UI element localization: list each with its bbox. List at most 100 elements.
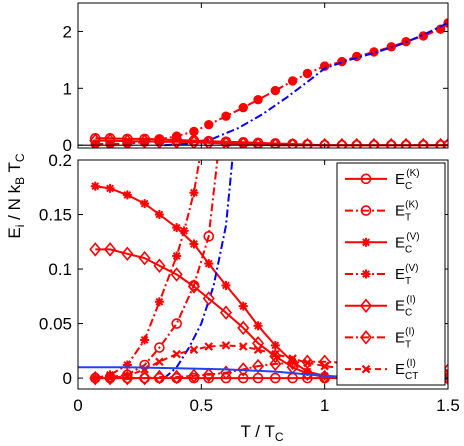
bottom-series-0-point xyxy=(90,181,100,191)
legend-entry-label: ET(V) xyxy=(395,263,418,287)
bottom-ytick-label: 0.05 xyxy=(39,315,72,334)
bottom-series-0-point xyxy=(221,280,231,290)
bottom-series-6-point xyxy=(253,345,263,355)
bottom-series-7-point xyxy=(104,372,116,384)
bottom-ytick-label: 0.15 xyxy=(39,206,72,225)
bottom-series-7-point xyxy=(203,372,215,384)
legend-marker xyxy=(360,173,372,185)
top-panel-plot-area xyxy=(78,18,448,148)
top-series-3-point xyxy=(202,135,215,148)
bottom-series-0-point xyxy=(189,239,199,249)
bottom-series-0-point xyxy=(154,210,164,220)
bottom-series-6-point xyxy=(155,357,164,367)
bottom-series-1-point xyxy=(172,251,182,261)
bottom-ytick-label: 0.2 xyxy=(48,151,72,170)
bottom-series-1-line xyxy=(95,160,201,380)
bottom-ytick-label: 0 xyxy=(63,369,72,388)
bottom-series-3-line xyxy=(163,160,234,379)
bottom-series-5-point xyxy=(318,354,331,369)
bottom-series-1-point xyxy=(179,226,189,236)
legend-marker xyxy=(361,364,371,374)
bottom-series-6-point xyxy=(189,345,199,355)
legend-marker xyxy=(361,237,371,247)
bottom-series-6-point xyxy=(443,368,448,377)
top-series-3-point xyxy=(441,137,448,148)
bottom-series-2-point xyxy=(154,342,165,353)
bottom-series-2-point xyxy=(203,231,215,242)
top-series-0-point xyxy=(238,102,248,113)
bottom-series-4-point xyxy=(138,250,151,266)
bottom-series-4-point xyxy=(237,320,250,336)
top-series-3-point xyxy=(187,135,200,148)
bottom-series-7-point xyxy=(319,372,330,384)
bottom-series-0-point xyxy=(140,199,150,209)
bottom-series-7-point xyxy=(139,372,150,384)
bottom-series-6-point xyxy=(204,342,214,351)
bottom-series-0-point xyxy=(172,223,182,233)
legend-marker xyxy=(359,330,373,345)
legend-entry-label: ET(I) xyxy=(395,326,415,350)
bottom-series-4-point xyxy=(170,267,183,282)
bottom-series-7-point xyxy=(237,372,249,384)
bottom-series-7-point xyxy=(154,372,165,384)
legend-entry-label: EC(I) xyxy=(395,295,416,319)
top-ytick-label: 2 xyxy=(63,22,72,41)
top-series-3-point xyxy=(417,137,430,148)
y-axis-label: Ei / N kB TC xyxy=(5,153,27,239)
top-ytick-label: 0 xyxy=(63,136,72,155)
top-series-3-point xyxy=(219,136,233,148)
legend-entry-label: EC(V) xyxy=(395,231,420,255)
top-series-3-point xyxy=(252,137,265,148)
bottom-series-7-point xyxy=(122,372,133,384)
top-series-0-point xyxy=(270,85,281,96)
bottom-series-5-point xyxy=(237,362,250,377)
x-axis-label: T / TC xyxy=(241,422,284,444)
bottom-series-0-point xyxy=(238,301,248,311)
bottom-series-0-point xyxy=(270,340,280,350)
bottom-series-2-point xyxy=(214,145,223,154)
bottom-series-6-point xyxy=(288,354,297,363)
top-series-0-point xyxy=(302,68,313,79)
top-series-0-line xyxy=(95,22,448,145)
bottom-series-0-point xyxy=(122,190,132,200)
bottom-series-6-line xyxy=(95,344,448,380)
bottom-series-7-point xyxy=(188,372,200,384)
top-series-3-point xyxy=(121,133,134,148)
xtick-label: 0.5 xyxy=(190,396,214,415)
top-series-3-point xyxy=(138,133,151,148)
bottom-series-4-point xyxy=(89,242,102,257)
legend-marker xyxy=(361,269,371,279)
bottom-series-6-point xyxy=(221,341,231,350)
xtick-label: 1 xyxy=(320,396,329,415)
bottom-series-2-point xyxy=(171,318,182,329)
bottom-ytick-label: 0.1 xyxy=(48,260,72,279)
bottom-series-4-point xyxy=(104,242,117,257)
top-series-3-point xyxy=(335,137,348,148)
bottom-axes-frame xyxy=(77,159,449,390)
legend-entry-label: ET(K) xyxy=(395,200,418,224)
bottom-series-0-point xyxy=(105,183,115,193)
legend-marker xyxy=(359,298,373,313)
bottom-series-4-point xyxy=(187,279,200,294)
top-series-3-point xyxy=(237,136,250,148)
bottom-series-4-point xyxy=(121,246,134,262)
legend-entry-label: ECT(I) xyxy=(395,358,418,382)
top-series-0-point xyxy=(221,111,231,121)
bottom-series-6-point xyxy=(320,361,329,371)
bottom-series-4-point xyxy=(301,366,314,381)
bottom-series-6-point xyxy=(238,342,248,351)
top-series-3-point xyxy=(350,137,363,148)
legend-marker xyxy=(360,205,372,216)
top-series-3-point xyxy=(89,133,102,148)
top-ytick-label: 1 xyxy=(63,79,72,98)
top-series-3-point xyxy=(385,137,398,148)
top-series-3-point xyxy=(269,137,282,148)
bottom-series-0-point xyxy=(253,321,263,331)
top-series-3-point xyxy=(104,133,117,148)
top-series-3-point xyxy=(286,137,299,148)
top-series-3-point xyxy=(301,137,314,148)
xtick-label: 1.5 xyxy=(436,396,460,415)
bottom-series-6-point xyxy=(271,349,280,359)
